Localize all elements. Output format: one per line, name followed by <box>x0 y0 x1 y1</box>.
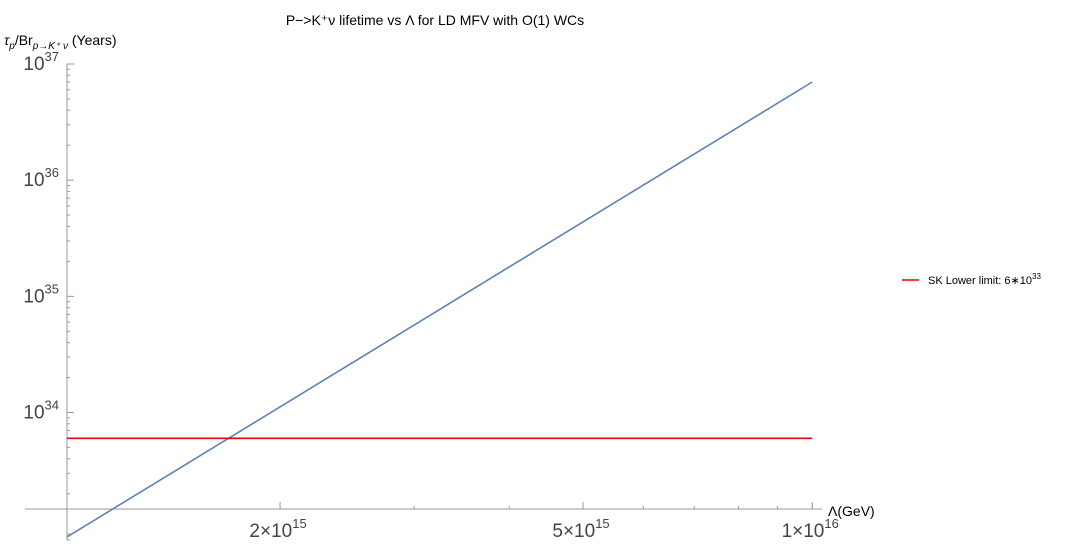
legend-label-exp: 33 <box>1032 272 1041 281</box>
x-tick-label-base: 1×10 <box>782 521 825 542</box>
y-tick-label: 1035 <box>23 281 59 307</box>
y-tick-label-base: 10 <box>23 286 44 307</box>
legend-label: SK Lower limit: 6∗1033 <box>928 272 1041 287</box>
y-tick-label-base: 10 <box>23 403 44 424</box>
y-tick-label-base: 10 <box>23 170 44 191</box>
y-axis-label-prefix: τ <box>4 32 10 48</box>
x-ticks: 2×1015 5×1015 1×1016 <box>249 502 839 542</box>
legend-label-mant: 10 <box>1020 275 1032 287</box>
x-tick-label-exp: 15 <box>595 516 609 531</box>
y-tick-label-exp: 35 <box>45 281 59 296</box>
y-tick-label: 1037 <box>23 49 59 75</box>
y-tick-label: 1034 <box>23 398 59 424</box>
y-axis-label-suffix: (Years) <box>68 32 117 48</box>
series-layer <box>66 81 813 538</box>
x-tick-label: 1×1016 <box>782 516 839 542</box>
y-tick-label-exp: 36 <box>45 165 59 180</box>
y-axis-label: τp/Brp→K⁺ ν (Years) <box>4 32 117 52</box>
y-axis-label-prefix-sub: p <box>8 41 15 52</box>
x-tick-label: 2×1015 <box>249 516 306 542</box>
y-tick-label-exp: 37 <box>45 49 59 64</box>
x-tick-label-base: 2×10 <box>249 521 292 542</box>
y-tick-label: 1036 <box>23 165 59 191</box>
x-tick-label-exp: 16 <box>824 516 838 531</box>
chart-title: P−>K⁺ν lifetime vs Λ for LD MFV with O(1… <box>286 12 584 28</box>
y-axis-label-mid: /Br <box>15 32 33 48</box>
x-tick-label-base: 5×10 <box>552 521 595 542</box>
legend-label-text: SK Lower limit: 6 <box>928 275 1011 287</box>
x-axis-label: Λ(GeV) <box>828 503 875 519</box>
y-tick-label-base: 10 <box>23 54 44 75</box>
x-tick-label-exp: 15 <box>292 516 306 531</box>
y-axis-label-mid-sub: p→K⁺ ν <box>32 41 68 52</box>
x-tick-label: 5×1015 <box>552 516 609 542</box>
lifetime-line <box>66 81 813 538</box>
y-tick-label-exp: 34 <box>45 398 59 413</box>
legend-label-op: ∗ <box>1011 275 1020 287</box>
legend: SK Lower limit: 6∗1033 <box>902 272 1041 287</box>
